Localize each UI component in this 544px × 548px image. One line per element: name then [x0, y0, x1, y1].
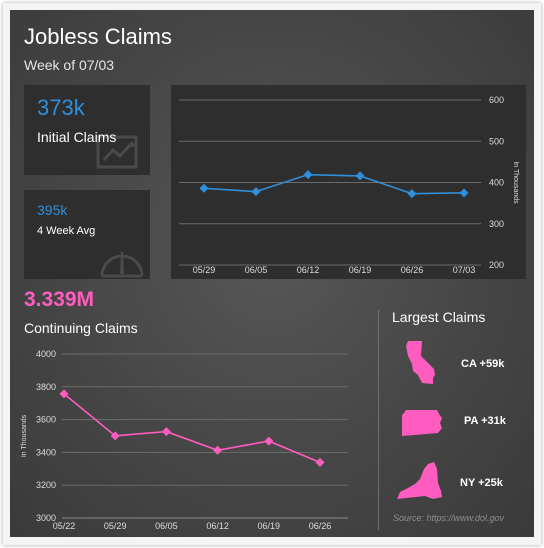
- four-week-avg-value: 395k: [37, 202, 68, 218]
- x-tick-label: 06/12: [206, 521, 229, 531]
- data-point: [199, 183, 209, 193]
- y-tick-label: 4000: [36, 349, 56, 359]
- data-point: [303, 170, 313, 180]
- trend-chart-icon: [96, 135, 138, 169]
- x-tick-label: 07/03: [453, 265, 476, 275]
- california-shape-icon: [406, 341, 435, 384]
- section-divider: [378, 310, 379, 530]
- data-point: [251, 187, 261, 197]
- dashboard-panel: Jobless Claims Week of 07/03 373k Initia…: [10, 10, 534, 537]
- new-york-shape-icon: [397, 462, 442, 499]
- state-label-ny: NY +25k: [460, 477, 503, 489]
- four-week-avg-label: 4 Week Avg: [37, 225, 96, 237]
- continuing-claims-label: Continuing Claims: [24, 320, 138, 336]
- x-tick-label: 05/29: [193, 265, 216, 275]
- data-point: [161, 427, 171, 437]
- y-axis-title: In Thousands: [21, 414, 28, 457]
- y-tick-label: 600: [489, 95, 504, 105]
- y-tick-label: 500: [489, 136, 504, 146]
- initial-claims-card: 373k Initial Claims: [24, 85, 150, 175]
- x-tick-label: 05/29: [104, 521, 127, 531]
- page-title: Jobless Claims: [24, 24, 172, 49]
- y-axis-title: In Thousands: [512, 161, 519, 204]
- pennsylvania-shape-icon: [402, 410, 442, 436]
- data-point: [110, 431, 120, 441]
- data-point: [355, 171, 365, 181]
- series-line: [203, 173, 465, 195]
- gauge-icon: [100, 252, 144, 278]
- page-subtitle: Week of 07/03: [24, 57, 115, 73]
- x-tick-label: 06/26: [401, 265, 424, 275]
- data-point: [59, 389, 69, 399]
- x-tick-label: 06/05: [245, 265, 268, 275]
- y-tick-label: 3400: [36, 447, 56, 457]
- data-point: [407, 189, 417, 199]
- x-tick-label: 06/12: [297, 265, 320, 275]
- y-tick-label: 400: [489, 178, 504, 188]
- y-tick-label: 200: [489, 260, 504, 270]
- continuing-claims-chart: 3000 3200 3400 3600 3800 4000 05/22 05/29 06/05 0…: [21, 349, 348, 531]
- x-tick-label: 06/19: [258, 521, 281, 531]
- y-tick-label: 3800: [36, 382, 56, 392]
- largest-claims-title: Largest Claims: [392, 309, 486, 325]
- x-tick-label: 06/05: [155, 521, 178, 531]
- data-point: [459, 188, 469, 198]
- source-text: Source: https://www.dol.gov: [393, 513, 505, 523]
- y-tick-label: 300: [489, 219, 504, 229]
- continuing-claims-value: 3.339M: [24, 288, 95, 311]
- data-point: [213, 445, 223, 455]
- state-label-pa: PA +31k: [464, 415, 506, 427]
- initial-claims-value: 373k: [37, 95, 85, 120]
- series-line: [63, 393, 321, 464]
- initial-claims-chart-card: 200 300 400 500 600 05/29 06/05 06/12 06/19 06/26…: [171, 85, 526, 279]
- initial-claims-label: Initial Claims: [37, 129, 117, 145]
- x-tick-label: 06/26: [309, 521, 332, 531]
- y-tick-label: 3000: [36, 513, 56, 523]
- y-tick-label: 3600: [36, 415, 56, 425]
- data-point: [315, 457, 325, 467]
- x-tick-label: 05/22: [53, 521, 76, 531]
- state-label-ca: CA +59k: [461, 358, 505, 370]
- four-week-avg-card: 395k 4 Week Avg: [24, 190, 150, 279]
- y-tick-label: 3200: [36, 480, 56, 490]
- x-tick-label: 06/19: [349, 265, 372, 275]
- data-point: [264, 436, 274, 446]
- initial-claims-chart: 200 300 400 500 600 05/29 06/05 06/12 06/19 06/26…: [179, 95, 519, 275]
